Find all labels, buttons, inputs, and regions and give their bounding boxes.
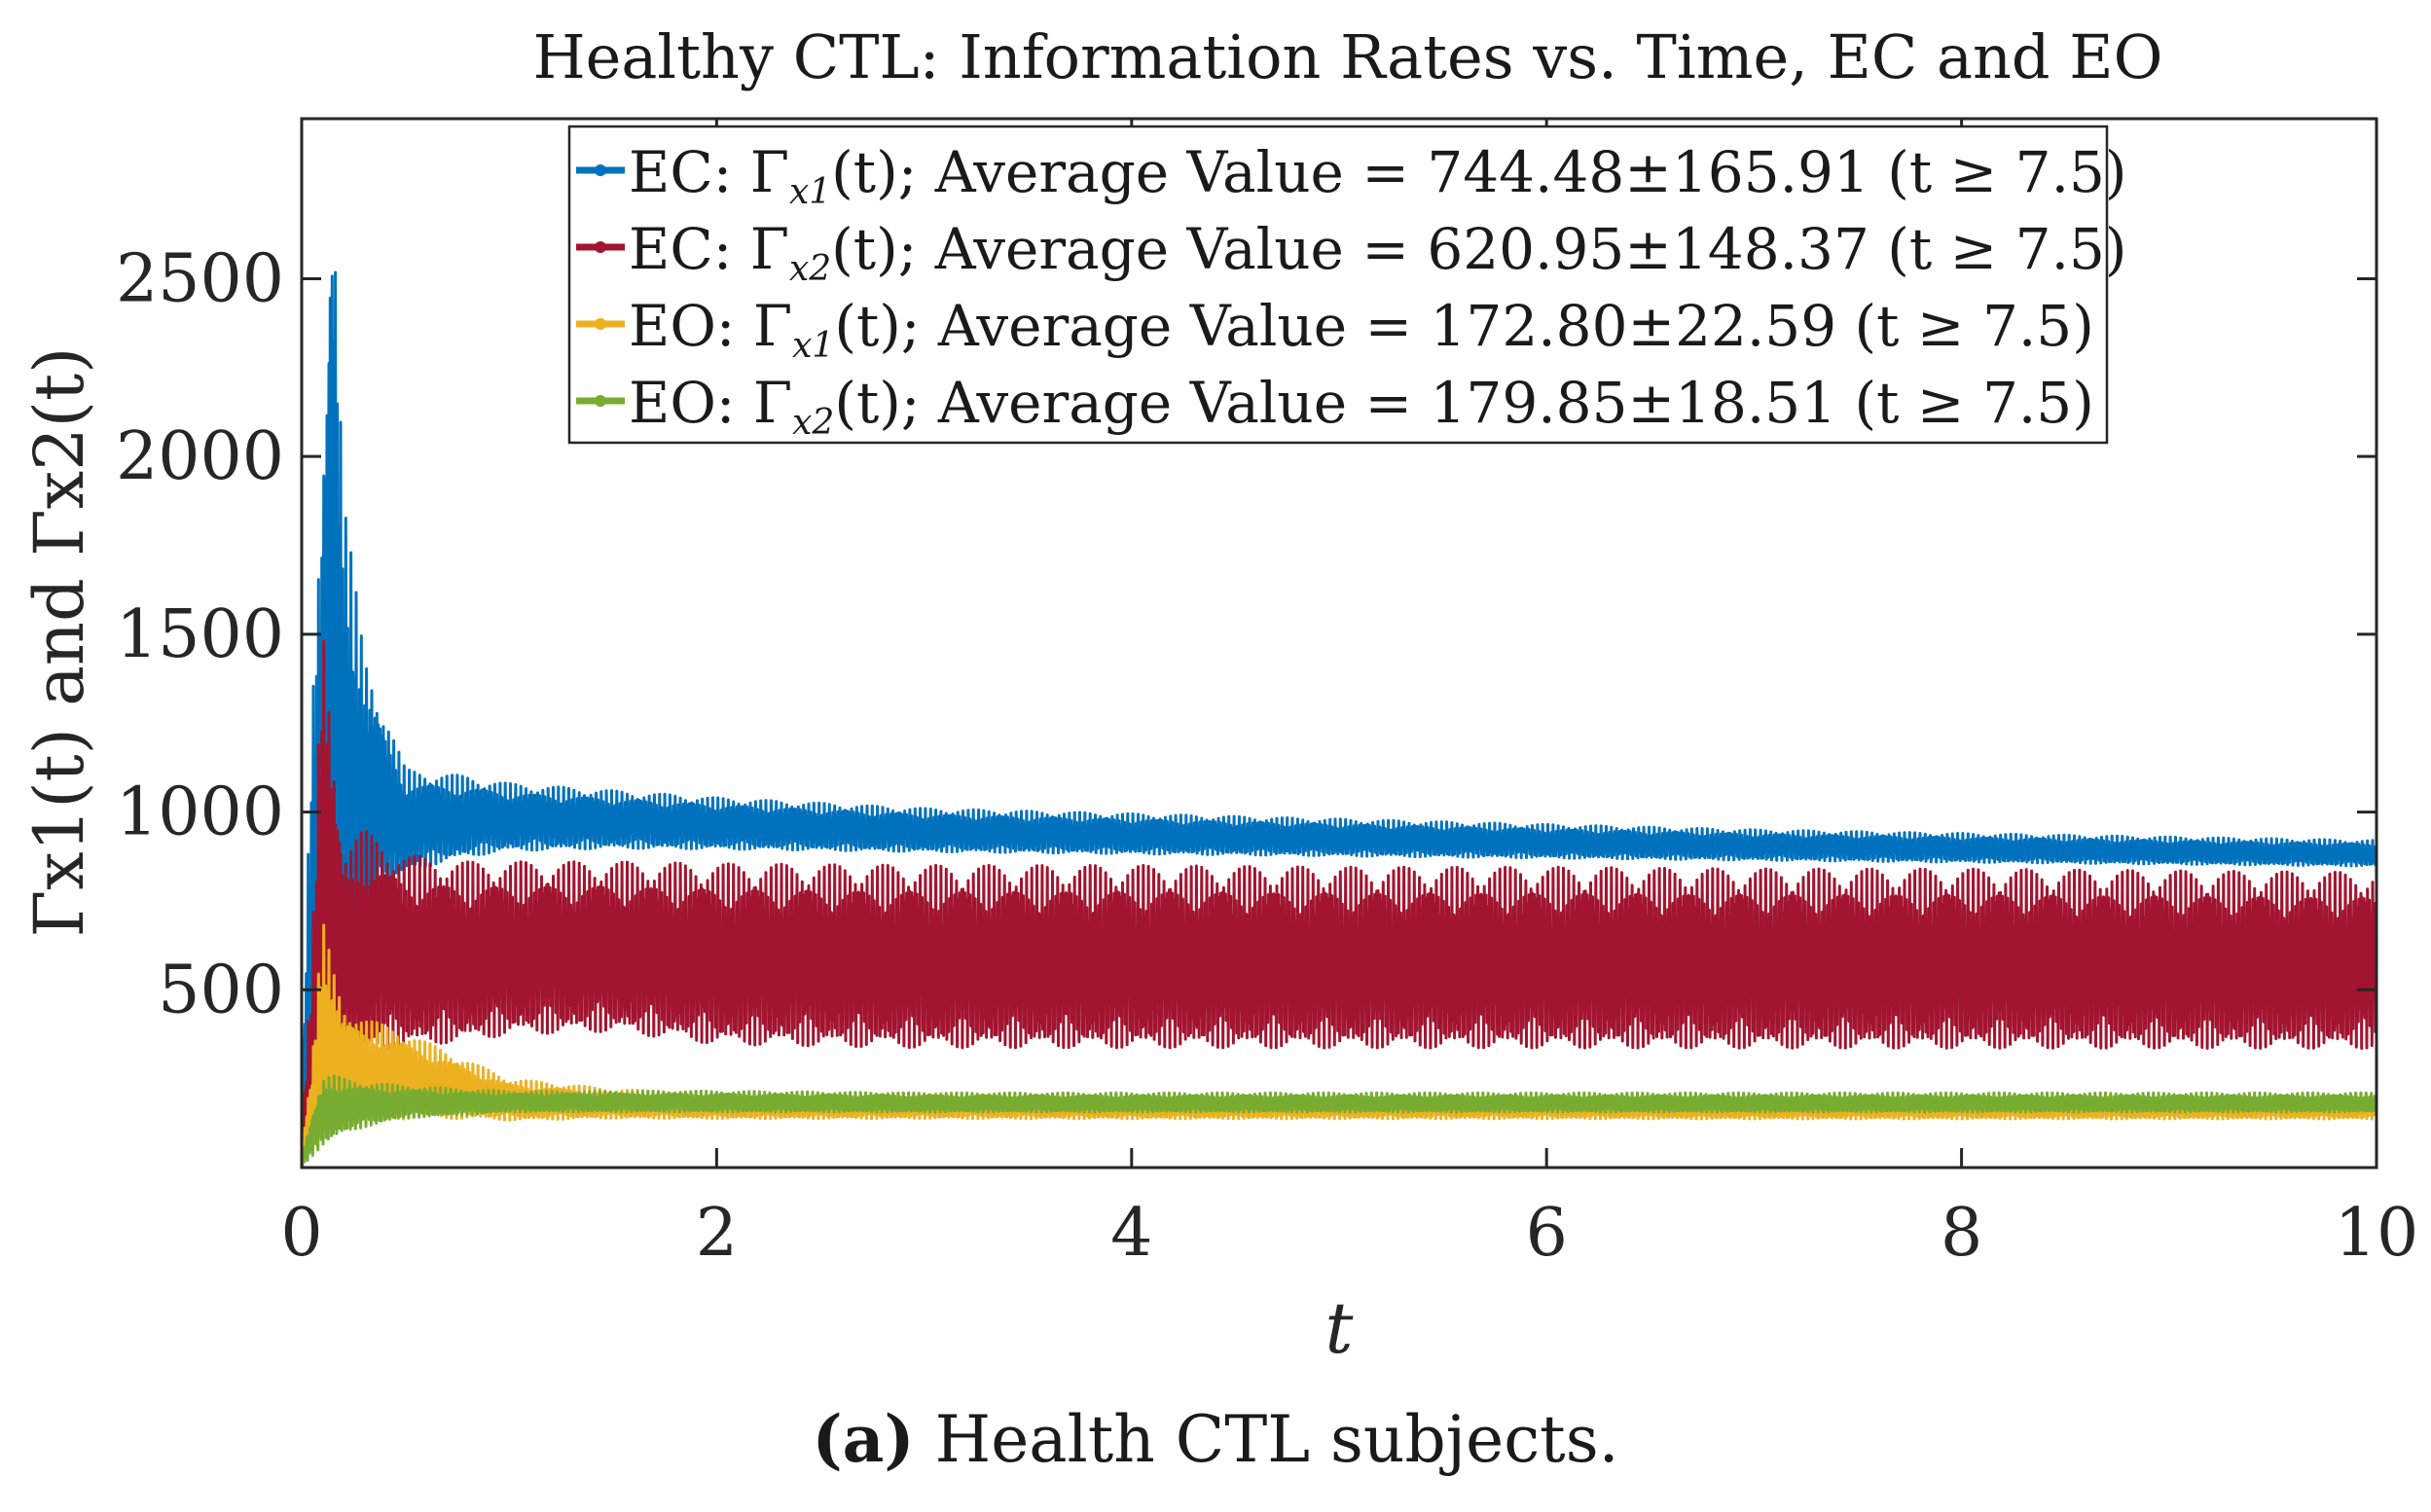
- x-tick-label: 2: [696, 1195, 738, 1272]
- x-axis-label: t: [1325, 1287, 1355, 1369]
- y-tick-label: 1000: [116, 774, 284, 851]
- x-tick-label: 0: [280, 1195, 322, 1272]
- x-tick-label: 6: [1526, 1195, 1568, 1272]
- y-tick-label: 1500: [116, 596, 284, 673]
- y-tick-label: 2500: [116, 240, 284, 317]
- legend: EC: Γx1(t); Average Value = 744.48±165.9…: [567, 125, 2127, 445]
- legend-marker-2: [595, 241, 606, 253]
- y-tick-label: 2000: [116, 418, 284, 495]
- legend-marker-4: [595, 395, 606, 407]
- series-line-4: [300, 1074, 2378, 1168]
- chart-title: Healthy CTL: Information Rates vs. Time,…: [533, 21, 2163, 92]
- series-layer: [300, 270, 2378, 1168]
- legend-marker-1: [595, 164, 606, 176]
- y-tick-label: 500: [158, 952, 284, 1028]
- legend-label-3: EO: Γx1(t); Average Value = 172.80±22.59…: [629, 293, 2094, 366]
- series-line-2: [300, 639, 2378, 1162]
- y-axis-label-group: Γx1(t) and Γx2(t): [19, 347, 99, 938]
- x-tick-label: 4: [1110, 1195, 1152, 1272]
- caption-text: Health CTL subjects.: [914, 1402, 1619, 1477]
- legend-label-4: EO: Γx2(t); Average Value = 179.85±18.51…: [629, 370, 2094, 443]
- y-axis-label: Γx1(t) and Γx2(t): [19, 347, 99, 938]
- figure-caption: (a) Health CTL subjects.: [0, 1401, 2431, 1477]
- plot-area-frame: [300, 117, 2378, 1170]
- series-line-1: [300, 270, 2378, 1147]
- x-tick-label: 10: [2335, 1195, 2419, 1272]
- legend-box: [567, 125, 2109, 445]
- legend-label-2: EC: Γx2(t); Average Value = 620.95±148.3…: [629, 216, 2127, 289]
- caption-label: (a): [812, 1401, 915, 1477]
- x-tick-label: 8: [1941, 1195, 1982, 1272]
- axis-layer: 0 2 4 6 8 10 500 1000 1500 2000 2500: [116, 119, 2418, 1272]
- legend-label-1: EC: Γx1(t); Average Value = 744.48±165.9…: [629, 139, 2127, 212]
- legend-marker-3: [595, 318, 606, 330]
